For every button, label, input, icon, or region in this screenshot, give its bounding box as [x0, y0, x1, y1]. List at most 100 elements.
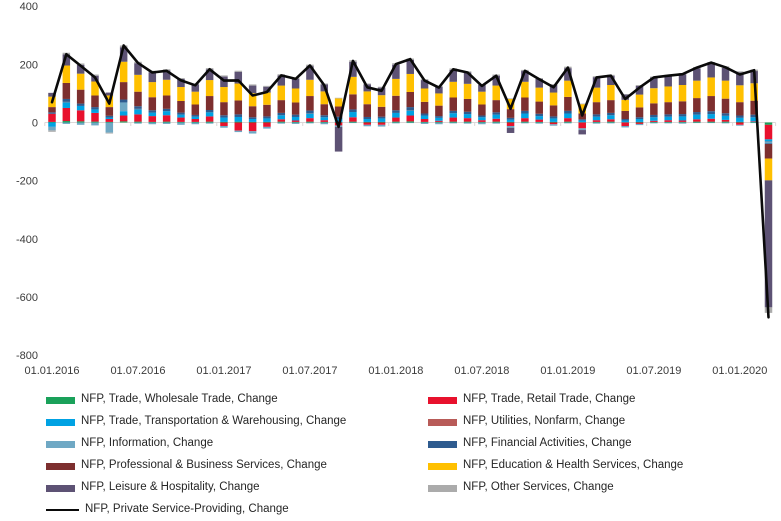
bar-segment	[306, 123, 314, 124]
bar-segment	[263, 127, 271, 129]
bar-segment	[378, 107, 386, 117]
bar-segment	[292, 123, 300, 124]
legend-swatch-professional-business	[46, 463, 75, 470]
bar-segment	[707, 119, 715, 122]
bar-segment	[693, 98, 701, 112]
legend-label: NFP, Information, Change	[81, 438, 213, 450]
bar-segment	[464, 118, 472, 121]
bar-segment	[664, 123, 672, 124]
x-axis-tick-label: 01.01.2020	[712, 365, 767, 377]
bar-segment	[449, 82, 457, 98]
bar-segment	[421, 123, 429, 124]
bar-segment	[564, 97, 572, 111]
bar-segment	[364, 119, 372, 122]
bar-segment	[77, 123, 85, 125]
bar-segment	[421, 116, 429, 119]
bar-segment	[707, 96, 715, 111]
bar-segment	[206, 110, 214, 112]
bar-segment	[321, 120, 329, 122]
bar-segment	[278, 100, 286, 113]
bar-segment	[478, 104, 486, 115]
legend-swatch-private-service-providing	[46, 509, 79, 511]
x-axis-tick-label: 01.07.2019	[626, 365, 681, 377]
bar-segment	[235, 122, 243, 123]
bar-segment	[63, 121, 71, 122]
bar-segment	[163, 109, 171, 111]
legend-swatch-financial-activities	[428, 441, 457, 448]
bar-segment	[106, 122, 114, 123]
bar-segment	[636, 107, 644, 117]
bar-segment	[535, 114, 543, 116]
bar-segment	[91, 123, 99, 126]
bar-segment	[593, 102, 601, 114]
legend-label: NFP, Private Service-Providing, Change	[85, 504, 289, 516]
legend-swatch-information	[46, 441, 75, 448]
bar-segment	[464, 112, 472, 114]
bar-segment	[421, 102, 429, 114]
bar-segment	[550, 118, 558, 121]
bar-segment	[521, 123, 529, 124]
bar-segment	[621, 119, 629, 120]
bar-segment	[607, 123, 615, 124]
bar-segment	[278, 122, 286, 123]
legend-item-education-health: NFP, Education & Health Services, Change	[428, 460, 683, 472]
bar-segment	[765, 125, 773, 140]
bar-segment	[134, 122, 142, 123]
bar-segment	[550, 93, 558, 106]
bar-segment	[120, 62, 128, 82]
bar-segment	[521, 98, 529, 111]
bar-segment	[650, 121, 658, 122]
legend-label: NFP, Trade, Wholesale Trade, Change	[81, 394, 278, 406]
bar-segment	[550, 123, 558, 125]
bar-segment	[278, 119, 286, 121]
bar-segment	[636, 117, 644, 119]
bar-segment	[335, 127, 343, 152]
bar-segment	[106, 123, 114, 133]
bar-segment	[521, 118, 529, 121]
bar-segment	[435, 118, 443, 121]
bar-segment	[48, 127, 56, 130]
bar-segment	[593, 114, 601, 116]
bar-segment	[722, 120, 730, 122]
bar-segment	[63, 99, 71, 102]
bar-segment	[736, 118, 744, 122]
bar-segment	[378, 125, 386, 127]
chart-legend: NFP, Trade, Wholesale Trade, Change NFP,…	[46, 389, 683, 521]
bar-segment	[378, 117, 386, 119]
bar-segment	[492, 123, 500, 124]
bar-segment	[134, 75, 142, 92]
bar-segment	[765, 159, 773, 181]
bar-segment	[48, 123, 56, 127]
bar-segment	[177, 115, 185, 118]
bar-segment	[679, 120, 687, 121]
bar-segment	[120, 111, 128, 115]
bar-segment	[765, 144, 773, 159]
bar-segment	[278, 113, 286, 115]
bar-segment	[650, 122, 658, 123]
bar-segment	[206, 123, 214, 124]
bar-segment	[63, 66, 71, 83]
bar-segment	[249, 119, 257, 122]
legend-label: NFP, Trade, Retail Trade, Change	[463, 394, 635, 406]
bar-segment	[192, 104, 200, 114]
bar-segment	[679, 114, 687, 116]
bar-segment	[306, 96, 314, 111]
bar-segment	[449, 123, 457, 124]
bar-segment	[722, 116, 730, 120]
bar-segment	[607, 119, 615, 121]
bar-segment	[421, 113, 429, 115]
bar-segment	[693, 68, 701, 80]
legend-item-professional-business: NFP, Professional & Business Services, C…	[46, 460, 428, 472]
bar-segment	[321, 104, 329, 115]
bar-segment	[722, 122, 730, 123]
bar-segment	[650, 115, 658, 117]
bar-segment	[464, 99, 472, 112]
bar-segment	[478, 92, 486, 105]
bar-segment	[106, 119, 114, 122]
bar-segment	[478, 122, 486, 123]
bar-segment	[550, 116, 558, 118]
bar-segment	[278, 115, 286, 119]
bar-segment	[593, 120, 601, 122]
